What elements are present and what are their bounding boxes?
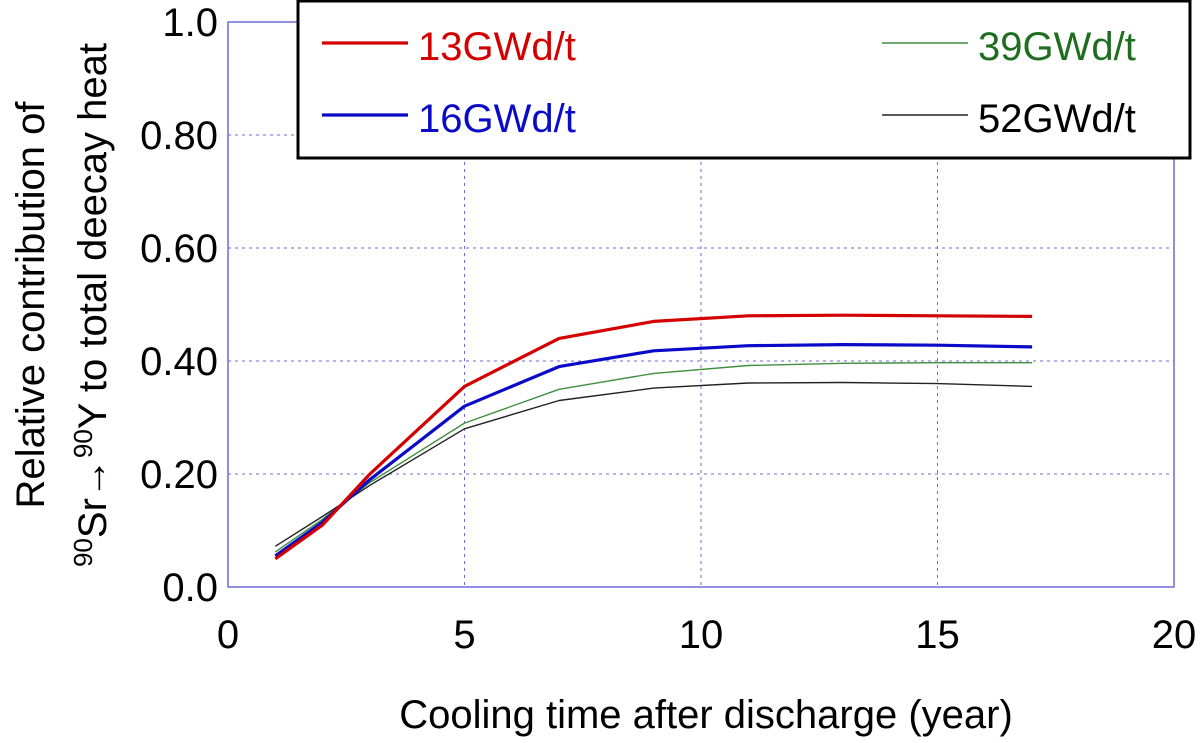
legend-label-2: 39GWd/t xyxy=(978,25,1136,69)
x-tick-label-2: 10 xyxy=(679,613,724,657)
y-axis-title-line1: Relative contribution of xyxy=(9,101,53,509)
series-lines xyxy=(274,313,1033,561)
ylabel-sup-90-sr: 90 xyxy=(68,538,98,567)
x-tick-label-0: 0 xyxy=(217,613,239,657)
y-tick-label-2: 0.40 xyxy=(140,340,218,384)
legend-box xyxy=(296,0,1192,160)
series-line-0 xyxy=(274,313,1033,561)
ylabel-sr: Sr xyxy=(71,498,115,538)
legend-label-1: 16GWd/t xyxy=(418,97,576,141)
x-tick-label-3: 15 xyxy=(915,613,960,657)
y-tick-labels: 0.0 0.20 0.40 0.60 0.80 1.0 xyxy=(140,1,218,610)
y-axis-title-line2: 90Sr→90Y to total deecay heat xyxy=(68,43,115,567)
grid-lines xyxy=(228,22,1174,587)
y-axis-title: Relative contribution of 90Sr→90Y to tot… xyxy=(9,43,115,567)
y-tick-label-3: 0.60 xyxy=(140,227,218,271)
x-axis-title: Cooling time after discharge (year) xyxy=(399,693,1013,737)
x-tick-label-1: 5 xyxy=(453,613,475,657)
ylabel-y-rest: Y to total deecay heat xyxy=(71,43,115,429)
x-tick-label-4: 20 xyxy=(1152,613,1197,657)
y-tick-label-1: 0.20 xyxy=(140,453,218,497)
y-tick-label-5: 1.0 xyxy=(162,1,218,45)
y-tick-label-0: 0.0 xyxy=(162,566,218,610)
legend: 13GWd/t 16GWd/t 39GWd/t 52GWd/t xyxy=(296,0,1192,160)
legend-label-3: 52GWd/t xyxy=(978,97,1136,141)
x-tick-labels: 0 5 10 15 20 xyxy=(217,613,1196,657)
ylabel-sup-90-y: 90 xyxy=(68,429,98,458)
legend-label-0: 13GWd/t xyxy=(418,25,576,69)
ylabel-arrow: → xyxy=(71,458,115,498)
y-tick-label-4: 0.80 xyxy=(140,114,218,158)
